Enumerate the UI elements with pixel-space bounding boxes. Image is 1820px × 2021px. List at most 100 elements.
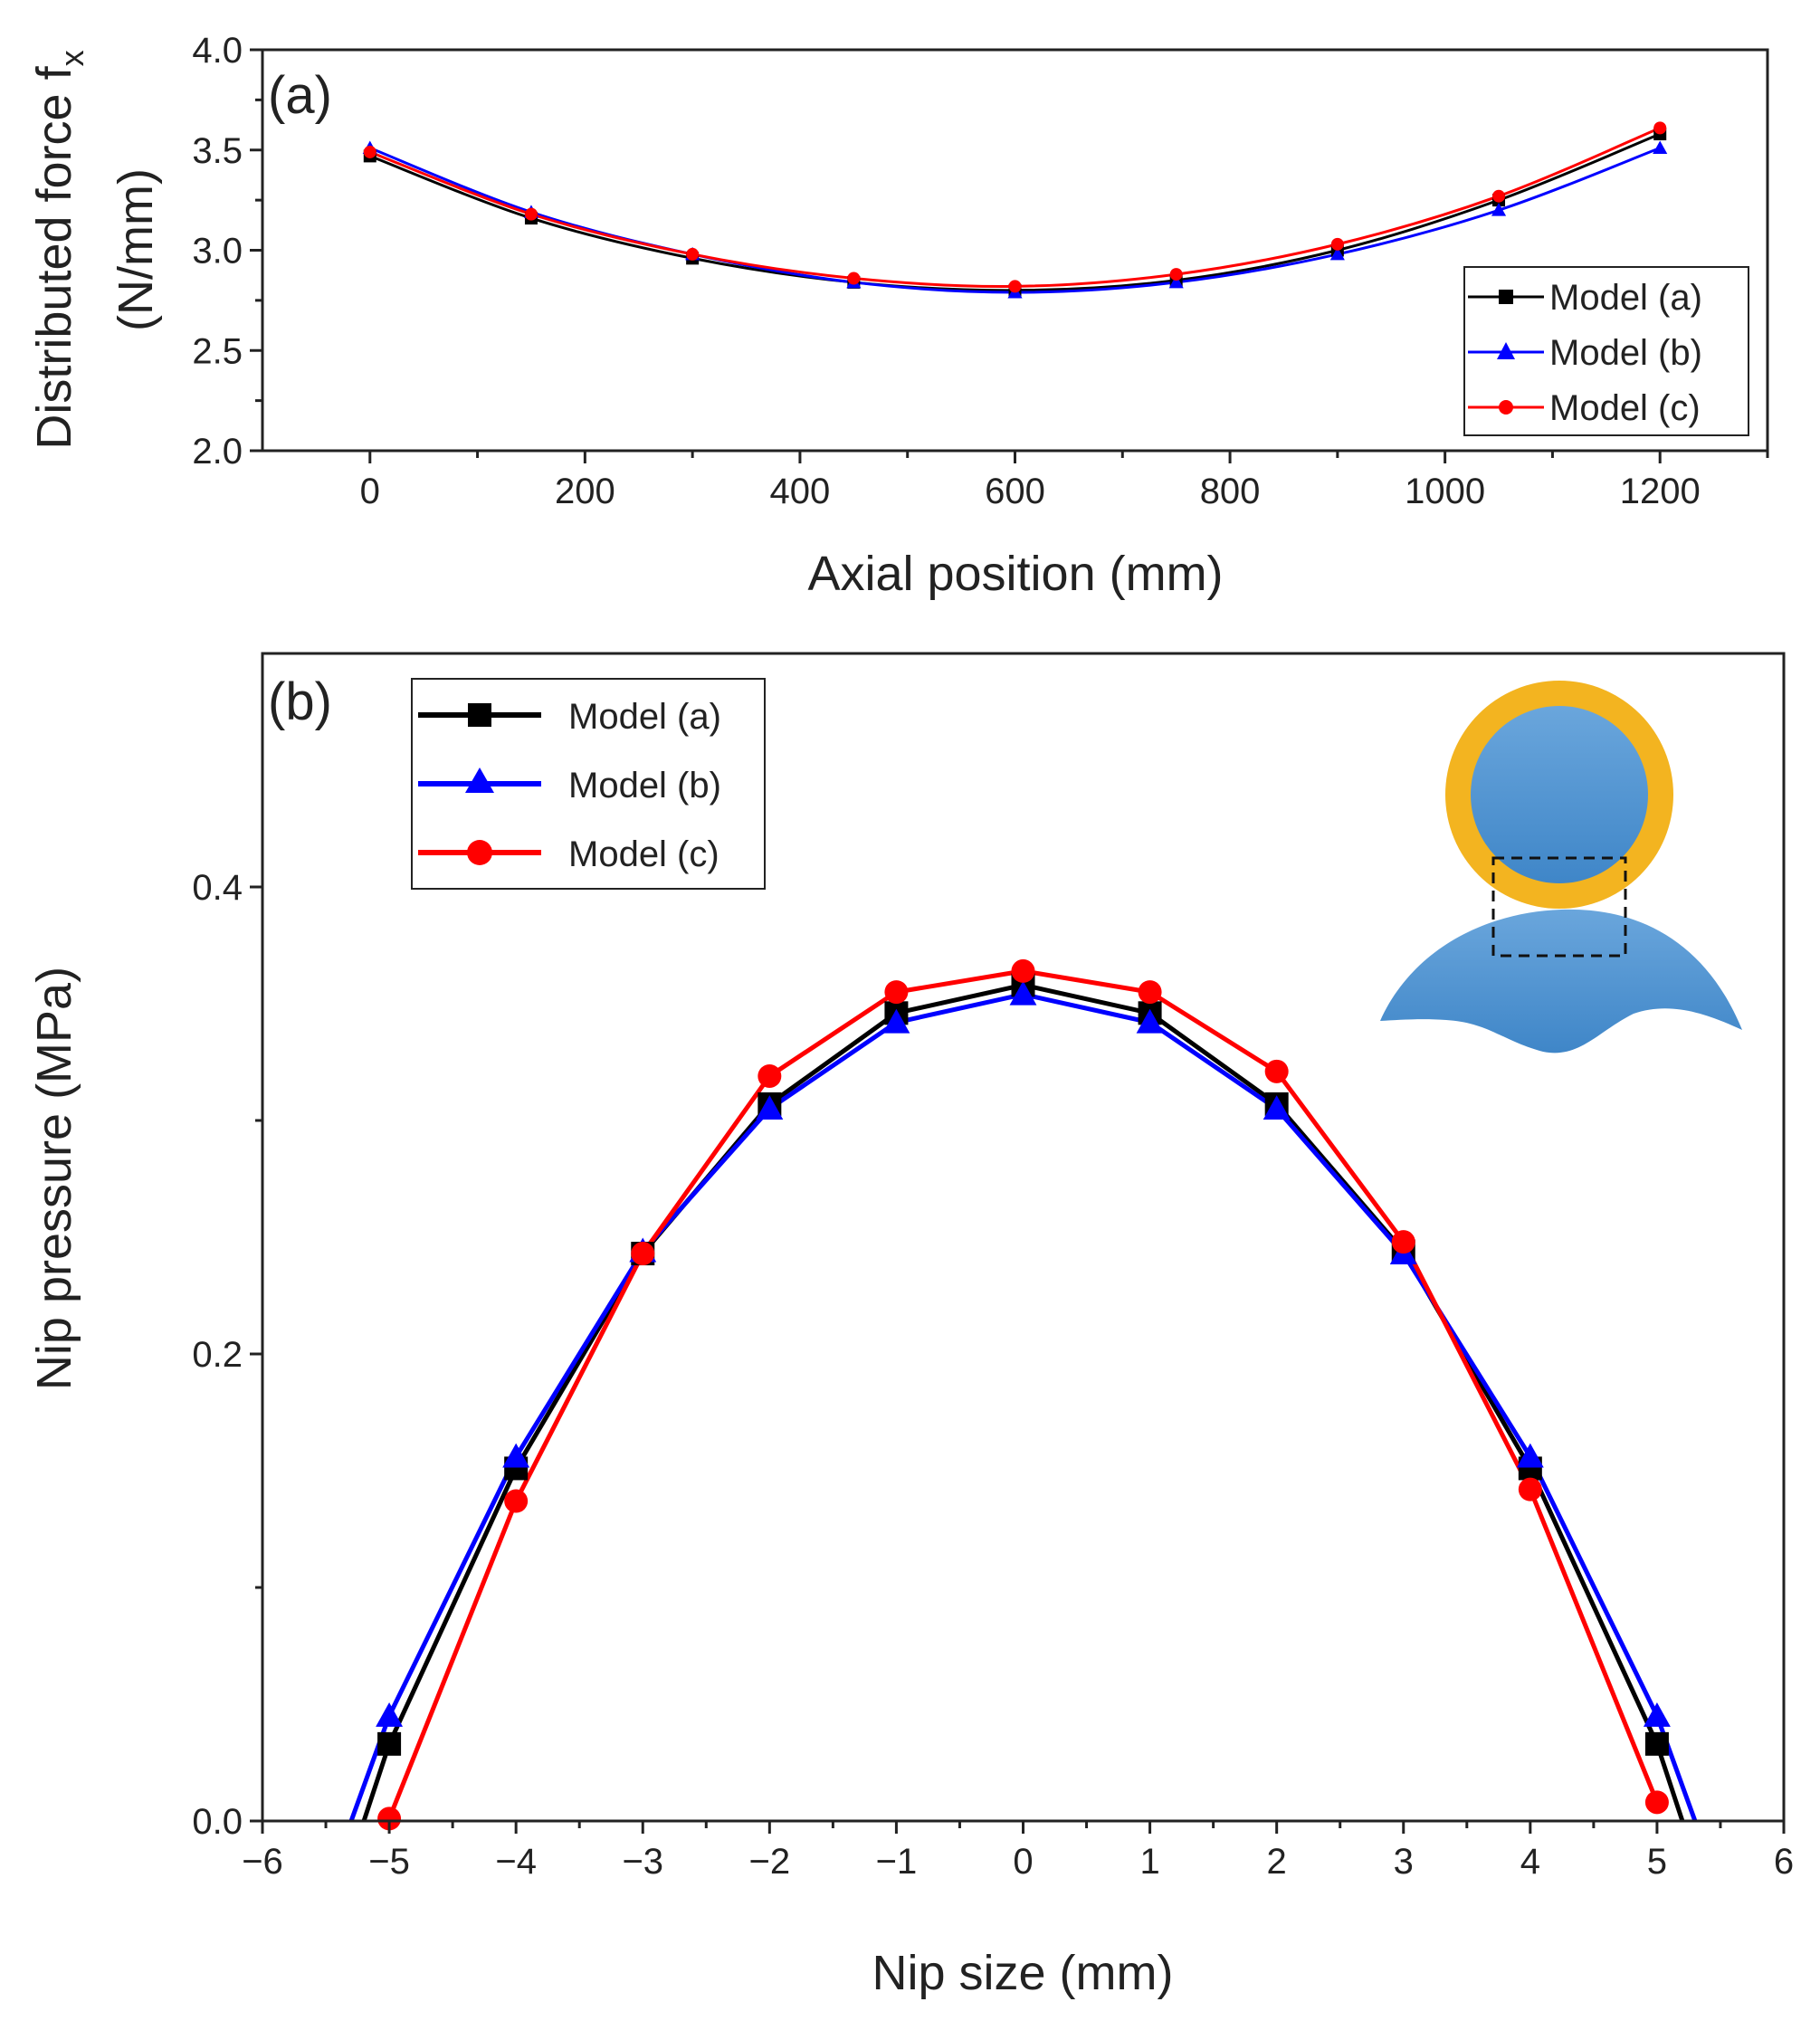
circle-marker-icon [467,840,492,865]
data-point-model-b [756,1095,784,1120]
panel-a-legend-item-model-b: Model (b) [1468,333,1702,373]
x-tick-label: −3 [622,1842,663,1882]
x-tick-label: 200 [555,472,615,511]
panel-b-legend: Model (a) Model (b) Model (c) [411,678,766,890]
panel-a-y-axis-title: Distributed force fx [27,50,91,449]
roller-nip-schematic [1380,681,1742,1053]
x-tick-label: 3 [1394,1842,1414,1882]
data-point-model-c [847,272,861,285]
panel-a-chart: 0 200 400 600 800 1000 1200 2.0 2.5 3.0 3.5 4.0 (a)… [27,31,1769,601]
panel-a-x-axis-title: Axial position (mm) [807,547,1223,601]
data-point-model-c [884,980,909,1005]
panel-b-ticks: −6 −5 −4 −3 −2 −1 0 1 2 3 4 5 6 0.0 0.2 0.4 [192,868,1794,1882]
data-point-model-b [376,1702,404,1727]
data-point-model-b [1168,274,1184,289]
panel-b-legend-label-model-b: Model (b) [568,766,721,806]
x-tick-label: −1 [876,1842,918,1882]
y-tick-label: 3.0 [192,232,243,272]
x-tick-label: 600 [985,472,1045,511]
panel-a-y-axis-title-unit: (N/mm) [109,168,163,331]
panel-b-legend-item-model-c: Model (c) [418,834,719,874]
data-point-model-a [377,1731,402,1756]
x-tick-label: 0 [1013,1842,1033,1882]
panel-a-plot-area [362,121,1668,299]
y-tick-label: 3.5 [192,131,243,171]
x-tick-label: −2 [749,1842,791,1882]
data-point-model-c [1169,268,1183,281]
data-point-model-c [1492,189,1506,203]
x-tick-label: 1200 [1620,472,1701,511]
panel-b-legend-label-model-a: Model (a) [568,697,721,737]
triangle-marker-icon [465,767,494,793]
panel-a-label: (a) [268,66,332,125]
panel-b-legend-item-model-b: Model (b) [418,766,721,806]
x-tick-label: −6 [242,1842,283,1882]
data-point-model-c [1138,980,1162,1005]
panel-b-legend-item-model-a: Model (a) [418,697,721,737]
y-tick-label: 4.0 [192,31,243,71]
panel-b-label: (b) [268,672,332,731]
data-point-model-b [1263,1095,1291,1120]
data-point-model-b [1329,246,1345,261]
panel-b-legend-label-model-c: Model (c) [568,834,719,874]
data-point-model-b [1653,140,1668,154]
data-point-model-c [1264,1059,1289,1083]
data-point-model-a [1644,1731,1669,1756]
data-point-model-c [1653,121,1667,135]
triangle-marker-icon [1497,342,1515,359]
square-marker-icon [1499,290,1513,304]
y-tick-label: 0.0 [192,1802,243,1842]
panel-a-y-axis-title-subscript: x [53,50,91,66]
series-line-model-c [369,127,1661,288]
nip-region-box [1491,856,1627,958]
x-tick-label: 1000 [1405,472,1485,511]
panel-a-legend-item-model-c: Model (c) [1468,388,1701,428]
data-point-model-c [504,1489,529,1513]
y-tick-label: 0.4 [192,868,243,908]
x-tick-label: −4 [495,1842,537,1882]
x-tick-label: 5 [1647,1842,1667,1882]
circle-marker-icon [1499,400,1513,415]
data-point-model-b [1516,1443,1544,1468]
panel-b-x-axis-title: Nip size (mm) [872,1946,1174,2000]
data-point-model-b [1643,1702,1671,1727]
panel-b-y-axis-title: Nip pressure (MPa) [27,967,81,1390]
data-point-model-c [758,1063,782,1088]
data-point-model-b [1009,980,1037,1006]
data-point-model-b [882,1008,910,1034]
panel-a-legend-label-model-a: Model (a) [1549,278,1702,318]
x-tick-label: 0 [360,472,380,511]
y-tick-label: 2.0 [192,432,243,472]
data-point-model-c [1518,1477,1542,1501]
y-tick-label: 2.5 [192,331,243,371]
data-point-model-b [502,1443,530,1468]
data-point-model-b [1136,1008,1164,1034]
x-tick-label: 1 [1139,1842,1159,1882]
data-point-model-c [1011,958,1035,983]
x-tick-label: −5 [368,1842,410,1882]
y-tick-label: 0.2 [192,1335,243,1375]
x-tick-label: 2 [1267,1842,1287,1882]
panel-a-legend-item-model-a: Model (a) [1468,278,1702,318]
data-point-model-c [524,207,538,221]
panel-b-plot-area [348,958,1698,1831]
series-line-model-c [386,968,1660,1820]
data-point-model-b [1491,203,1507,216]
panel-a-y-axis-title-main: Distributed force f [27,65,81,449]
x-tick-label: 400 [770,472,831,511]
x-tick-label: 6 [1774,1842,1794,1882]
data-point-model-c [363,145,376,158]
x-tick-label: 800 [1200,472,1261,511]
data-point-model-c [631,1242,655,1266]
panel-a-legend-label-model-c: Model (c) [1549,388,1701,428]
data-point-model-c [1644,1790,1669,1815]
x-tick-label: 4 [1520,1842,1540,1882]
square-marker-icon [468,703,491,727]
data-point-model-c [686,247,700,261]
data-point-model-c [1330,237,1344,251]
data-point-model-c [377,1807,402,1831]
panel-a-ticks: 0 200 400 600 800 1000 1200 2.0 2.5 3.0 3.5 4.0 [192,31,1769,511]
data-point-model-c [1008,280,1022,293]
roller-core [1471,706,1648,883]
